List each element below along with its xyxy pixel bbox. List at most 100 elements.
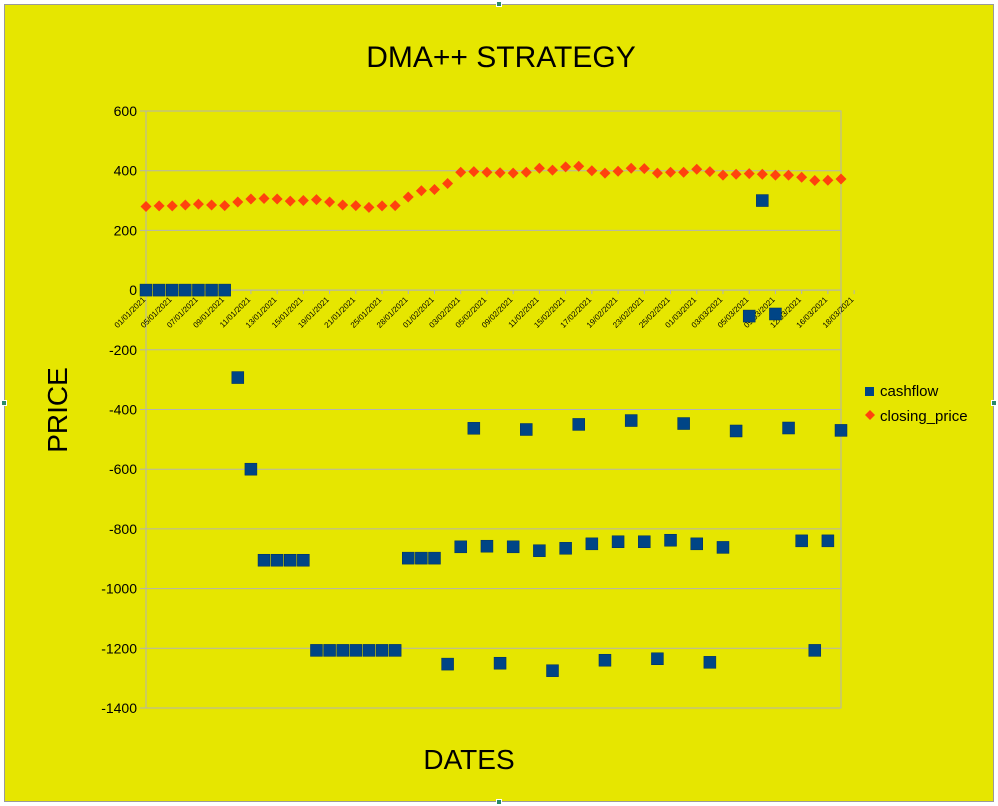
legend-label-closing-price: closing_price bbox=[880, 408, 968, 425]
y-tick-label: 0 bbox=[129, 282, 137, 298]
resize-handle-bottom[interactable] bbox=[496, 799, 502, 805]
closing-price-point bbox=[743, 168, 755, 180]
cashflow-point bbox=[218, 283, 231, 297]
cashflow-point bbox=[638, 535, 651, 548]
cashflow-point bbox=[742, 309, 756, 323]
cashflow-point bbox=[795, 534, 808, 548]
closing-price-point bbox=[284, 195, 296, 207]
cashflow-point bbox=[572, 418, 585, 431]
closing-price-point bbox=[809, 175, 821, 187]
chart-title: DMA++ STRATEGY bbox=[366, 41, 636, 74]
y-tick-label: -200 bbox=[109, 342, 137, 358]
cashflow-point bbox=[559, 542, 572, 555]
closing-price-point bbox=[599, 167, 611, 179]
closing-price-point bbox=[402, 191, 414, 203]
cashflow-point bbox=[467, 422, 481, 435]
cashflow-point bbox=[729, 424, 743, 438]
closing-price-point bbox=[547, 164, 559, 176]
cashflow-point bbox=[244, 462, 258, 476]
closing-price-point bbox=[179, 199, 191, 211]
closing-price-point bbox=[153, 200, 165, 212]
closing-price-point bbox=[520, 166, 532, 178]
y-tick-label: 200 bbox=[114, 222, 138, 238]
closing-price-point bbox=[651, 167, 663, 179]
cashflow-point bbox=[651, 652, 664, 665]
cashflow-point bbox=[388, 644, 402, 657]
cashflow-point bbox=[546, 664, 559, 677]
closing-price-point bbox=[442, 178, 454, 190]
resize-handle-right[interactable] bbox=[991, 400, 997, 406]
cashflow-point bbox=[493, 656, 507, 670]
closing-price-point bbox=[324, 196, 336, 208]
cashflow-point bbox=[336, 644, 349, 657]
cashflow-point bbox=[611, 535, 625, 548]
closing-price-point bbox=[219, 200, 231, 212]
cashflow-point bbox=[323, 644, 336, 657]
cashflow-point bbox=[297, 553, 310, 567]
closing-price-point bbox=[350, 200, 362, 212]
closing-price-point bbox=[428, 184, 440, 196]
closing-price-point bbox=[415, 185, 427, 197]
closing-price-point bbox=[494, 167, 506, 179]
closing-price-point bbox=[717, 169, 729, 181]
closing-price-point bbox=[533, 162, 545, 174]
closing-price-point bbox=[783, 169, 795, 181]
cashflow-point bbox=[664, 533, 677, 547]
y-tick-label: -400 bbox=[109, 402, 137, 418]
y-tick-label: -1000 bbox=[101, 581, 137, 597]
closing-price-point bbox=[638, 163, 650, 175]
cashflow-point bbox=[270, 553, 284, 567]
y-tick-label: 400 bbox=[114, 163, 138, 179]
closing-price-point bbox=[835, 173, 847, 185]
closing-price-point bbox=[297, 195, 309, 207]
y-tick-label: -1200 bbox=[101, 640, 137, 656]
cashflow-point bbox=[480, 539, 494, 553]
closing-price-point bbox=[376, 200, 388, 212]
closing-price-point bbox=[625, 162, 637, 174]
cashflow-point bbox=[283, 553, 297, 567]
resize-handle-top[interactable] bbox=[496, 1, 502, 7]
y-tick-label: 600 bbox=[114, 103, 138, 119]
chart-svg: DMA++ STRATEGY PRICE DATES 600 400 200 0 -20… bbox=[42, 41, 968, 775]
cashflow-point bbox=[349, 644, 363, 657]
closing-price-point bbox=[730, 168, 742, 180]
cashflow-point bbox=[205, 283, 218, 297]
chart-area: DMA++ STRATEGY PRICE DATES 600 400 200 0 -20… bbox=[4, 4, 994, 802]
resize-handle-left[interactable] bbox=[1, 400, 7, 406]
cashflow-point bbox=[375, 644, 389, 657]
cashflow-point bbox=[808, 644, 822, 657]
cashflow-point bbox=[520, 423, 533, 436]
closing-price-point bbox=[691, 163, 703, 175]
closing-price-point bbox=[468, 166, 480, 178]
cashflow-point bbox=[415, 551, 428, 565]
closing-price-point bbox=[140, 201, 152, 213]
closing-price-point bbox=[455, 166, 467, 178]
closing-price-point bbox=[507, 167, 519, 179]
cashflow-point bbox=[506, 540, 520, 554]
closing-price-point bbox=[245, 193, 257, 205]
cashflow-point bbox=[703, 656, 717, 669]
cashflow-point bbox=[769, 307, 782, 321]
closing-price-point bbox=[481, 166, 493, 178]
cashflow-point bbox=[598, 653, 612, 667]
cashflow-point bbox=[428, 551, 441, 565]
x-axis-label: DATES bbox=[423, 744, 514, 775]
legend-marker-closing-price bbox=[865, 410, 875, 420]
legend: cashflow closing_price bbox=[865, 383, 968, 425]
cashflow-point bbox=[179, 283, 192, 297]
cashflow-point bbox=[585, 537, 599, 551]
closing-price-point bbox=[573, 160, 585, 172]
y-tick-label: -1400 bbox=[101, 700, 137, 716]
cashflow-point bbox=[756, 194, 769, 207]
cashflow-point bbox=[441, 657, 454, 671]
closing-price-point bbox=[769, 169, 781, 181]
closing-price-point bbox=[612, 165, 624, 177]
cashflow-point bbox=[454, 540, 467, 554]
cashflow-point bbox=[624, 414, 638, 427]
cashflow-point bbox=[716, 541, 730, 554]
closing-price-point bbox=[389, 200, 401, 212]
closing-price-point bbox=[560, 161, 572, 173]
closing-price-point bbox=[822, 174, 834, 186]
y-tick-label: -600 bbox=[109, 461, 137, 477]
closing-price-point bbox=[796, 171, 808, 183]
